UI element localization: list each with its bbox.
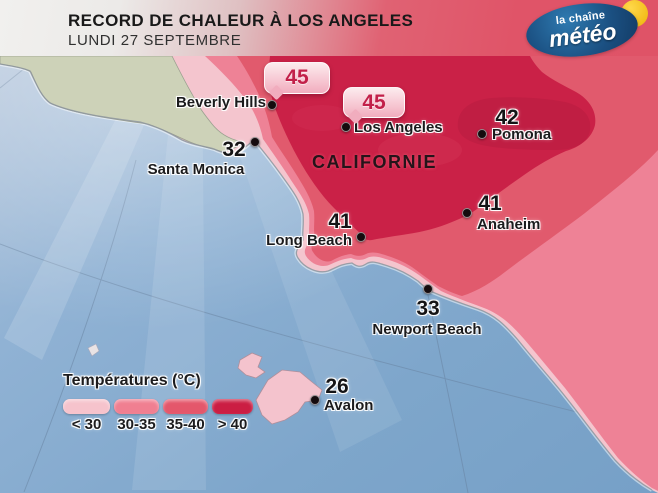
catalina-islet bbox=[237, 352, 266, 379]
temp-pomona: 42 bbox=[495, 106, 519, 129]
callout-beverly-hills: 45 bbox=[264, 62, 330, 101]
marker-dot-los-angeles bbox=[341, 122, 351, 132]
legend-label-under-30: < 30 bbox=[71, 416, 102, 433]
legend-title: Températures (°C) bbox=[63, 372, 201, 389]
callout-los-angeles: 45 bbox=[343, 87, 405, 125]
legend-swatch-35-40 bbox=[163, 399, 208, 414]
temp-santa-monica: 32 bbox=[222, 138, 246, 161]
legend-swatches bbox=[63, 399, 253, 414]
page-subtitle: LUNDI 27 SEPTEMBRE bbox=[68, 32, 242, 49]
temp-long-beach: 41 bbox=[328, 210, 352, 233]
city-label-beverly-hills: Beverly Hills bbox=[175, 94, 266, 111]
legend-swatch-30-35 bbox=[114, 399, 159, 414]
temp-beverly-hills: 45 bbox=[285, 66, 309, 89]
city-label-avalon: Avalon bbox=[324, 397, 374, 414]
marker-dot-long-beach bbox=[356, 232, 366, 242]
city-label-santa-monica: Santa Monica bbox=[147, 161, 245, 178]
temp-anaheim: 41 bbox=[478, 192, 502, 215]
city-label-newport-beach: Newport Beach bbox=[372, 321, 482, 338]
coastline bbox=[0, 63, 653, 491]
marker-dot-avalon bbox=[310, 395, 320, 405]
legend-label-35-40: 35-40 bbox=[166, 416, 205, 433]
marker-dot-newport-beach bbox=[423, 284, 433, 294]
marker-dot-beverly-hills bbox=[267, 100, 277, 110]
legend-swatch-under-30 bbox=[63, 399, 110, 414]
marker-dot-santa-monica bbox=[250, 137, 260, 147]
city-label-anaheim: Anaheim bbox=[477, 216, 541, 233]
legend-label-30-35: 30-35 bbox=[117, 416, 156, 433]
zone-mottling bbox=[292, 105, 462, 167]
legend-swatch-over-40 bbox=[212, 399, 253, 414]
la-chaine-meteo-logo: la chaîne météo bbox=[523, 0, 650, 63]
temp-los-angeles: 45 bbox=[362, 90, 386, 114]
temp-newport-beach: 33 bbox=[416, 297, 440, 320]
temperature-legend: Températures (°C) < 30 30-35 35-40 > 40 bbox=[63, 372, 253, 433]
page-title: RECORD DE CHALEUR À LOS ANGELES bbox=[68, 11, 414, 30]
city-label-long-beach: Long Beach bbox=[266, 232, 352, 249]
city-label-los-angeles: Los Angeles bbox=[354, 119, 443, 136]
small-islet bbox=[87, 343, 100, 357]
temp-avalon: 26 bbox=[325, 375, 349, 398]
legend-labels: < 30 30-35 35-40 > 40 bbox=[63, 416, 253, 433]
logo-ellipse: la chaîne météo bbox=[523, 0, 641, 63]
region-label-californie: CALIFORNIE bbox=[312, 152, 437, 172]
zone-pomona-core bbox=[457, 97, 591, 150]
marker-dot-anaheim bbox=[462, 208, 472, 218]
catalina-island bbox=[255, 369, 323, 425]
city-label-pomona: Pomona bbox=[492, 126, 552, 143]
legend-label-over-40: > 40 bbox=[217, 416, 248, 433]
marker-dot-pomona bbox=[477, 129, 487, 139]
